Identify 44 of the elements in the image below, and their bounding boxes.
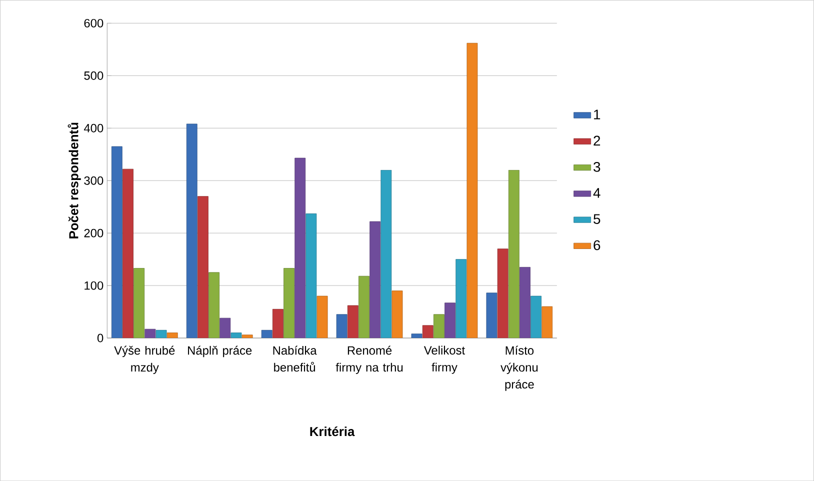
bar	[111, 146, 122, 338]
x-tick-label: Místo výkonu práce	[500, 346, 538, 391]
legend-label: 3	[594, 162, 600, 172]
y-tick-label: 0	[97, 334, 104, 342]
y-tick-label: 600	[84, 18, 104, 28]
bar	[380, 170, 392, 338]
bar	[530, 296, 542, 338]
x-tick-label: Velikost firmy	[424, 346, 465, 374]
legend-label: 6	[594, 240, 600, 250]
y-tick-label: 400	[84, 124, 104, 132]
bar	[497, 248, 508, 338]
x-tick-label: Renomé firmy na trhu	[336, 346, 403, 374]
bar	[294, 158, 306, 338]
bar	[370, 221, 381, 338]
bar	[444, 302, 456, 338]
x-tick-label: Výše hrubé mzdy	[114, 346, 175, 374]
bar	[208, 272, 220, 338]
bar	[508, 170, 520, 338]
x-tick-label: Náplň práce	[188, 346, 252, 357]
bar	[198, 196, 208, 338]
y-tick-label: 500	[84, 71, 104, 80]
bar	[456, 259, 467, 338]
bar	[358, 276, 370, 338]
bar	[272, 308, 284, 338]
y-tick-label: 300	[84, 176, 104, 185]
legend-label: 5	[594, 214, 600, 224]
bar	[347, 305, 358, 338]
y-tick-label: 200	[84, 228, 104, 238]
bar	[220, 318, 231, 338]
bar	[520, 266, 530, 338]
y-axis-title: Počet respondentů	[68, 122, 81, 238]
y-tick-label: 100	[84, 281, 104, 290]
legend-label: 1	[594, 110, 600, 120]
bar	[433, 314, 444, 338]
bar	[134, 268, 145, 338]
x-axis-title: Kritéria	[310, 426, 355, 436]
legend-label: 4	[593, 188, 600, 198]
bar	[284, 268, 294, 338]
legend-label: 2	[594, 136, 600, 146]
bar	[122, 168, 134, 338]
bar	[186, 124, 198, 338]
bar	[306, 213, 317, 338]
x-tick-label: Nabídka benefitů	[273, 346, 317, 372]
bar	[466, 42, 478, 338]
